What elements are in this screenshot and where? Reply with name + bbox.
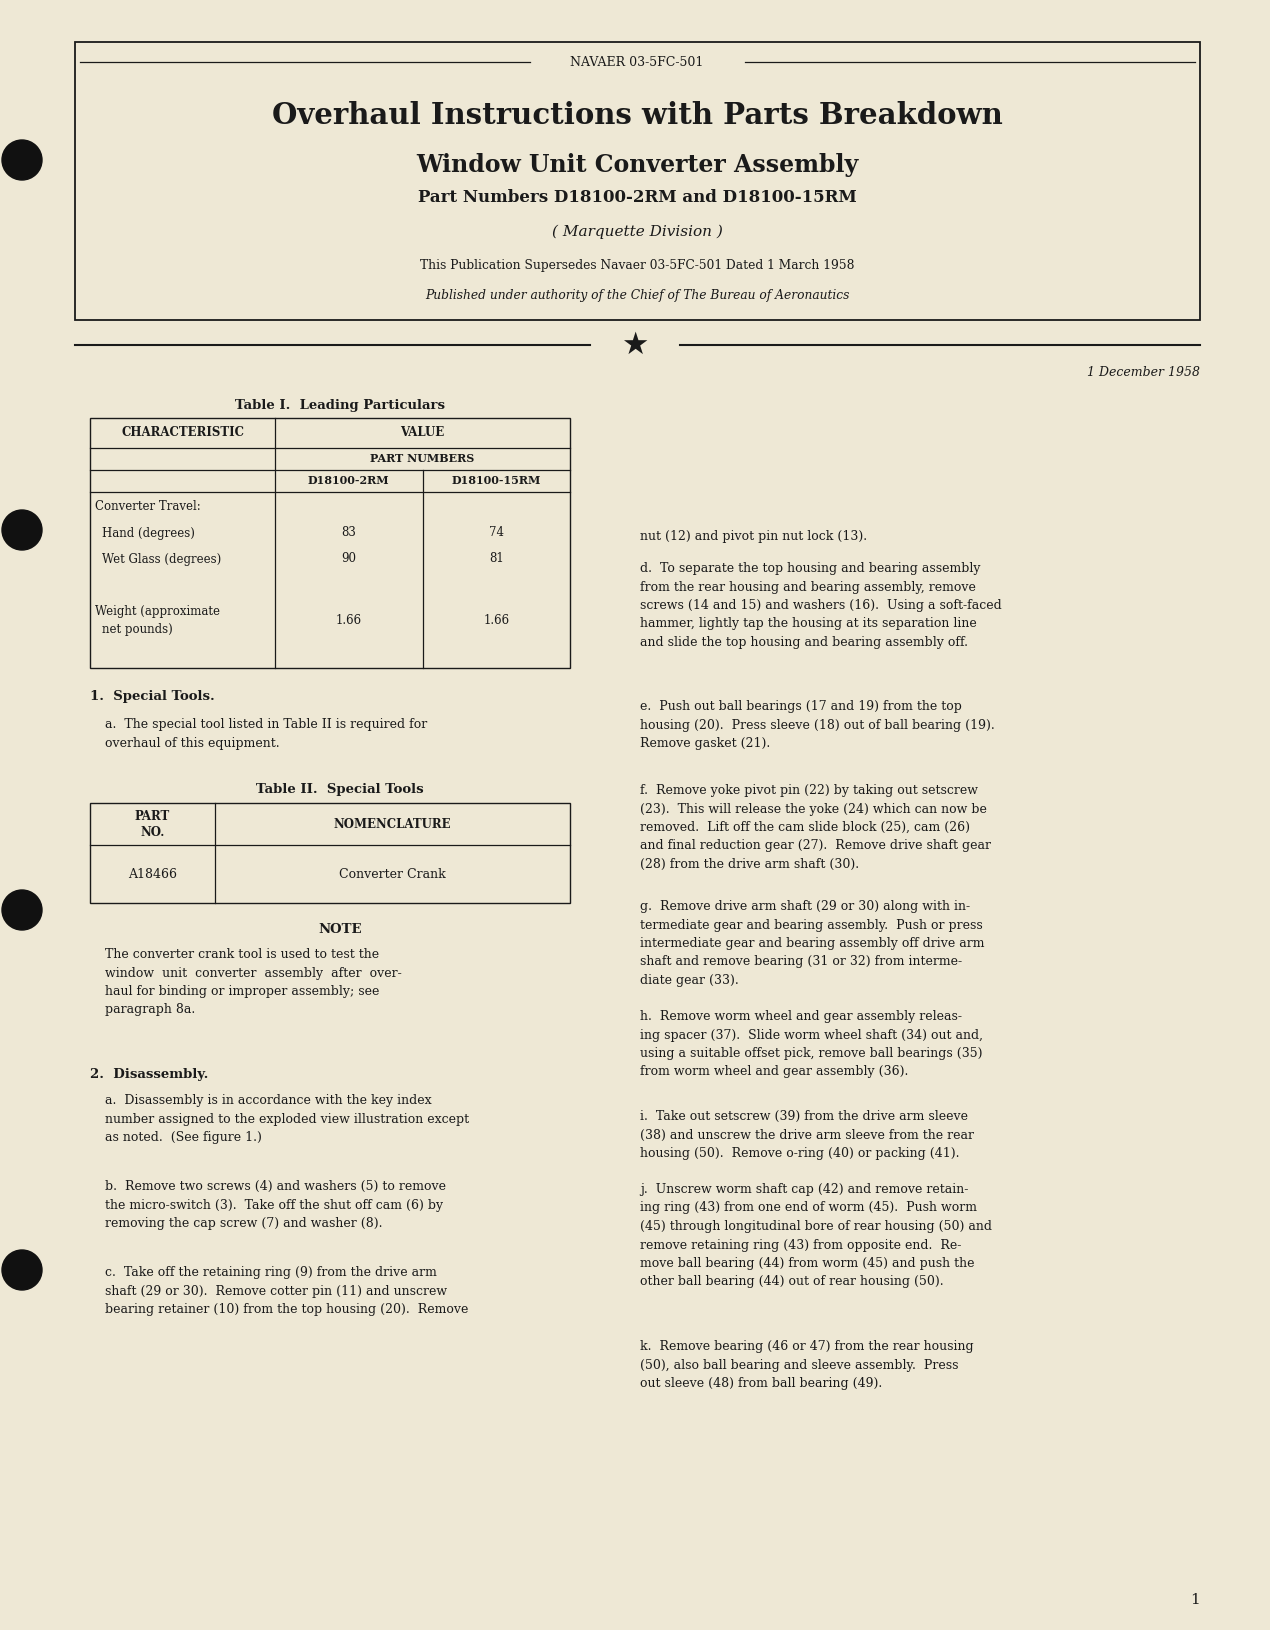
Text: PART
NO.: PART NO. (135, 810, 170, 838)
Text: i.  Take out setscrew (39) from the drive arm sleeve
(38) and unscrew the drive : i. Take out setscrew (39) from the drive… (640, 1110, 974, 1161)
Circle shape (3, 1250, 42, 1289)
Bar (75, 42, 1200, 319)
Text: D18100-2RM: D18100-2RM (307, 476, 390, 486)
Text: Published under authority of the Chief of The Bureau of Aeronautics: Published under authority of the Chief o… (424, 289, 850, 302)
Text: 81: 81 (489, 553, 504, 566)
Text: d.  To separate the top housing and bearing assembly
from the rear housing and b: d. To separate the top housing and beari… (640, 562, 1002, 649)
Text: 90: 90 (342, 553, 357, 566)
Text: NOTE: NOTE (319, 923, 362, 936)
Text: Table II.  Special Tools: Table II. Special Tools (257, 784, 424, 797)
Text: Hand (degrees): Hand (degrees) (102, 526, 194, 540)
Text: Overhaul Instructions with Parts Breakdown: Overhaul Instructions with Parts Breakdo… (272, 101, 1002, 129)
Text: g.  Remove drive arm shaft (29 or 30) along with in-
termediate gear and bearing: g. Remove drive arm shaft (29 or 30) alo… (640, 900, 984, 988)
Text: Weight (approximate: Weight (approximate (95, 605, 220, 618)
Text: j.  Unscrew worm shaft cap (42) and remove retain-
ing ring (43) from one end of: j. Unscrew worm shaft cap (42) and remov… (640, 1183, 992, 1288)
Circle shape (3, 140, 42, 179)
Text: Table I.  Leading Particulars: Table I. Leading Particulars (235, 398, 444, 411)
Text: 1: 1 (1190, 1593, 1200, 1607)
Text: Converter Travel:: Converter Travel: (95, 499, 201, 512)
Text: Part Numbers D18100-2RM and D18100-15RM: Part Numbers D18100-2RM and D18100-15RM (418, 189, 856, 207)
Text: A18466: A18466 (128, 867, 177, 880)
Bar (90, 804, 570, 903)
Text: c.  Take off the retaining ring (9) from the drive arm
shaft (29 or 30).  Remove: c. Take off the retaining ring (9) from … (105, 1267, 469, 1315)
Text: VALUE: VALUE (400, 427, 444, 440)
Bar (90, 417, 570, 668)
Text: h.  Remove worm wheel and gear assembly releas-
ing spacer (37).  Slide worm whe: h. Remove worm wheel and gear assembly r… (640, 1011, 983, 1079)
Text: 74: 74 (489, 526, 504, 540)
Text: ★: ★ (621, 331, 649, 360)
Text: e.  Push out ball bearings (17 and 19) from the top
housing (20).  Press sleeve : e. Push out ball bearings (17 and 19) fr… (640, 699, 994, 750)
Text: f.  Remove yoke pivot pin (22) by taking out setscrew
(23).  This will release t: f. Remove yoke pivot pin (22) by taking … (640, 784, 991, 870)
Text: 1.66: 1.66 (483, 613, 509, 626)
Text: NAVAER 03-5FC-501: NAVAER 03-5FC-501 (570, 55, 704, 68)
Text: 83: 83 (342, 526, 356, 540)
Text: k.  Remove bearing (46 or 47) from the rear housing
(50), also ball bearing and : k. Remove bearing (46 or 47) from the re… (640, 1340, 974, 1390)
Text: PART NUMBERS: PART NUMBERS (371, 453, 475, 465)
Text: Window Unit Converter Assembly: Window Unit Converter Assembly (415, 153, 859, 178)
Text: net pounds): net pounds) (102, 624, 173, 636)
Text: Wet Glass (degrees): Wet Glass (degrees) (102, 553, 221, 566)
Text: Converter Crank: Converter Crank (339, 867, 446, 880)
Text: 1.66: 1.66 (335, 613, 362, 626)
Text: D18100-15RM: D18100-15RM (452, 476, 541, 486)
Text: a.  Disassembly is in accordance with the key index
number assigned to the explo: a. Disassembly is in accordance with the… (105, 1094, 469, 1144)
Circle shape (3, 510, 42, 549)
Text: 1.  Special Tools.: 1. Special Tools. (90, 689, 215, 703)
Text: ( Marquette Division ): ( Marquette Division ) (551, 225, 723, 240)
Text: The converter crank tool is used to test the
window  unit  converter  assembly  : The converter crank tool is used to test… (105, 949, 401, 1017)
Text: This Publication Supersedes Navaer 03-5FC-501 Dated 1 March 1958: This Publication Supersedes Navaer 03-5F… (420, 259, 855, 272)
Text: b.  Remove two screws (4) and washers (5) to remove
the micro-switch (3).  Take : b. Remove two screws (4) and washers (5)… (105, 1180, 446, 1231)
Text: a.  The special tool listed in Table II is required for
overhaul of this equipme: a. The special tool listed in Table II i… (105, 717, 427, 750)
Circle shape (3, 890, 42, 931)
Text: CHARACTERISTIC: CHARACTERISTIC (121, 427, 244, 440)
Text: 1 December 1958: 1 December 1958 (1087, 365, 1200, 378)
Text: nut (12) and pivot pin nut lock (13).: nut (12) and pivot pin nut lock (13). (640, 530, 867, 543)
Text: NOMENCLATURE: NOMENCLATURE (334, 818, 451, 831)
Text: 2.  Disassembly.: 2. Disassembly. (90, 1068, 208, 1081)
